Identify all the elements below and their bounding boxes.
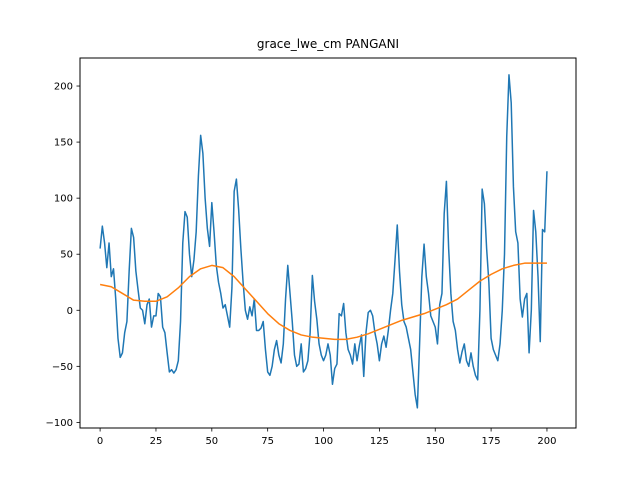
smooth-series-line bbox=[99, 262, 547, 341]
y-tick-label: −100 bbox=[46, 418, 73, 429]
raw-series-line bbox=[99, 74, 548, 409]
x-tick-label: 200 bbox=[537, 436, 556, 447]
y-tick-label: 100 bbox=[54, 194, 73, 205]
x-tick-label: 75 bbox=[261, 436, 274, 447]
x-tick-label: 50 bbox=[205, 436, 218, 447]
x-tick-label: 125 bbox=[370, 436, 389, 447]
x-tick-label: 175 bbox=[482, 436, 501, 447]
chart-title: grace_lwe_cm PANGANI bbox=[257, 37, 399, 51]
plot-frame bbox=[79, 57, 577, 429]
y-tick-label: 150 bbox=[54, 138, 73, 149]
y-axis: −100 −50 0 50 100 150 200 bbox=[46, 82, 80, 429]
plot-area bbox=[99, 74, 548, 409]
x-axis: 0 25 50 75 100 125 150 175 200 bbox=[97, 428, 557, 447]
y-tick-label: 50 bbox=[60, 250, 73, 261]
x-tick-label: 150 bbox=[426, 436, 445, 447]
x-tick-label: 100 bbox=[314, 436, 333, 447]
y-tick-label: 200 bbox=[54, 82, 73, 93]
x-tick-label: 0 bbox=[97, 436, 103, 447]
y-tick-label: −50 bbox=[52, 362, 73, 373]
y-tick-label: 0 bbox=[67, 306, 73, 317]
x-tick-label: 25 bbox=[150, 436, 163, 447]
